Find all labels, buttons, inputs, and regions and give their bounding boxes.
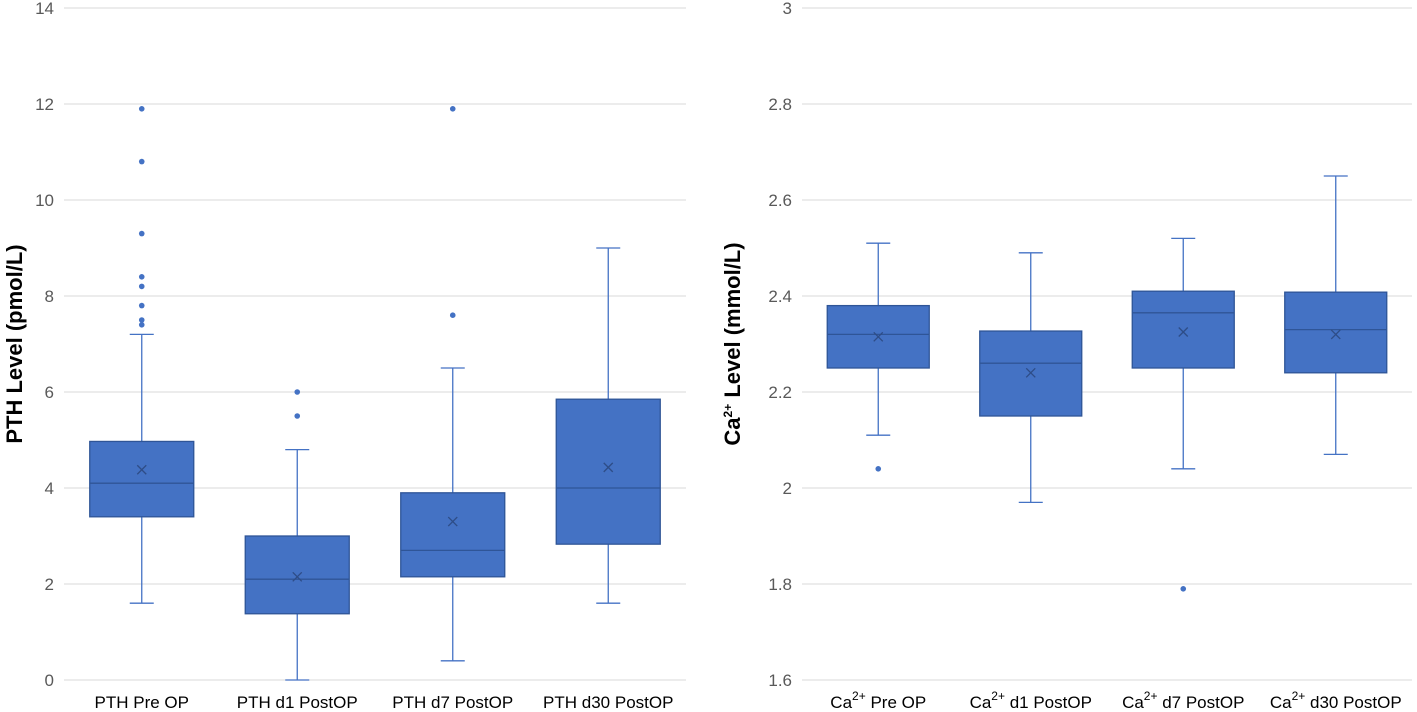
y-tick-label: 1.6 <box>768 671 792 690</box>
outlier-point <box>449 312 456 319</box>
label-part: Ca <box>830 693 852 712</box>
box-group <box>1131 237 1235 592</box>
mean-marker <box>873 331 884 342</box>
label-superscript: 2+ <box>721 404 735 418</box>
y-tick-label: 2.2 <box>768 383 792 402</box>
outlier-point <box>138 106 145 112</box>
y-tick-label: 4 <box>45 479 54 498</box>
y-tick-label: 10 <box>35 191 54 210</box>
iqr-box <box>1284 291 1388 374</box>
y-tick-label: 2 <box>783 479 792 498</box>
x-category-label: Ca2+ d30 PostOP <box>1270 689 1402 712</box>
y-tick-label: 3 <box>783 0 792 18</box>
mean-marker <box>603 462 614 473</box>
x-category-label: Ca2+ Pre OP <box>830 689 926 712</box>
y-tick-label: 2.4 <box>768 287 792 306</box>
label-part: d1 PostOP <box>1005 693 1092 712</box>
outlier-point <box>294 413 301 419</box>
x-category-label: PTH d7 PostOP <box>392 693 513 712</box>
outlier-point <box>138 230 145 237</box>
y-axis-title: PTH Level (pmol/L) <box>2 244 27 443</box>
box-group <box>1284 175 1388 456</box>
y-tick-label: 8 <box>45 287 54 306</box>
outlier-point <box>138 302 145 309</box>
label-superscript: 2+ <box>1144 689 1158 703</box>
label-part: d7 PostOP <box>1157 693 1244 712</box>
box-group <box>244 389 350 681</box>
x-category-label: PTH d1 PostOP <box>237 693 358 712</box>
y-axis-title: Ca2+ Level (mmol/L) <box>720 242 745 445</box>
iqr-box <box>555 398 661 545</box>
x-category-label: PTH d30 PostOP <box>543 693 673 712</box>
outlier-point <box>138 274 145 280</box>
outlier-point <box>138 283 145 290</box>
iqr-box <box>400 492 506 578</box>
iqr-box <box>244 535 350 615</box>
box-group <box>555 247 661 604</box>
label-part: d30 PostOP <box>1305 693 1401 712</box>
label-part: Ca <box>970 693 992 712</box>
y-tick-label: 0 <box>45 671 54 690</box>
y-tick-label: 14 <box>35 0 54 18</box>
x-category-label: Ca2+ d1 PostOP <box>970 689 1092 712</box>
label-part: Ca <box>1122 693 1144 712</box>
iqr-box <box>1131 290 1235 369</box>
label-part: Ca <box>720 417 745 446</box>
mean-marker <box>292 571 303 582</box>
y-tick-label: 6 <box>45 383 54 402</box>
box-group <box>826 242 930 472</box>
x-category-label: Ca2+ d7 PostOP <box>1122 689 1244 712</box>
iqr-box <box>89 440 195 518</box>
y-tick-label: 1.8 <box>768 575 792 594</box>
box-group <box>979 252 1083 504</box>
mean-marker <box>1330 329 1341 340</box>
outlier-point <box>294 389 301 395</box>
mean-marker <box>1178 327 1189 337</box>
label-part: Ca <box>1270 693 1292 712</box>
y-tick-label: 2.8 <box>768 95 792 114</box>
outlier-point <box>449 106 456 112</box>
label-superscript: 2+ <box>1292 689 1306 703</box>
outlier-point <box>138 322 145 328</box>
outlier-point <box>138 158 145 165</box>
pth-chart: 0 2 4 6 8 10 12 14 PTH Level (pmol/L) PTH Pre OP P… <box>2 0 686 712</box>
y-tick-label: 2.6 <box>768 191 792 210</box>
box-group <box>400 106 506 662</box>
mean-marker <box>447 516 458 527</box>
box-group <box>89 106 195 604</box>
y-tick-label: 2 <box>45 575 54 594</box>
label-superscript: 2+ <box>852 689 866 703</box>
mean-marker <box>136 464 147 475</box>
y-tick-label: 12 <box>35 95 54 114</box>
mean-marker <box>1025 367 1036 378</box>
x-category-label: PTH Pre OP <box>95 693 189 712</box>
label-part: Pre OP <box>866 693 926 712</box>
outlier-point <box>1180 586 1187 592</box>
label-superscript: 2+ <box>991 689 1005 703</box>
label-part: Level (mmol/L) <box>720 242 745 403</box>
outlier-point <box>875 466 882 472</box>
outlier-point <box>138 317 145 323</box>
